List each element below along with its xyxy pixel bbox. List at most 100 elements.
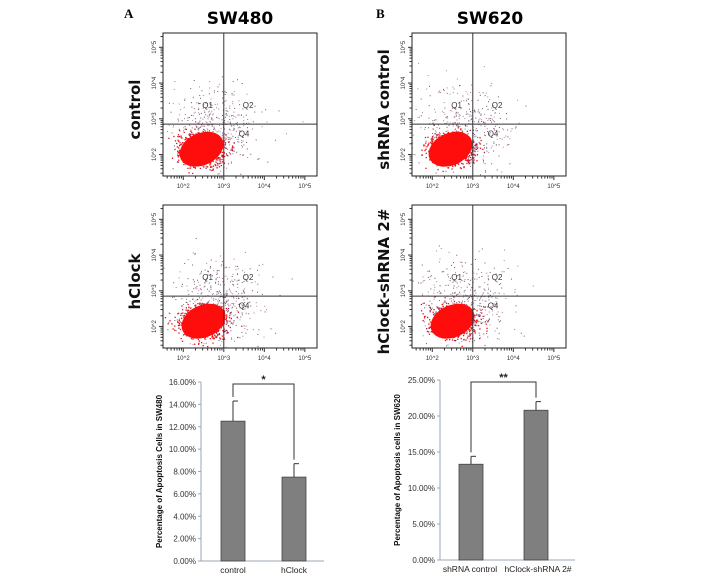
event-dot xyxy=(235,300,237,302)
event-dot xyxy=(474,154,476,156)
event-dot xyxy=(219,305,221,307)
event-dot xyxy=(184,99,186,101)
event-dot xyxy=(227,278,229,280)
event-dot xyxy=(187,167,189,170)
event-dot xyxy=(193,108,195,110)
event-dot xyxy=(185,313,188,315)
event-dot xyxy=(494,129,496,131)
event-dot xyxy=(476,153,479,156)
event-dot xyxy=(481,119,483,121)
event-dot xyxy=(238,141,240,143)
event-dot xyxy=(489,133,491,135)
event-dot xyxy=(211,335,214,338)
y-tick-label: 10^3 xyxy=(152,112,158,125)
event-dot xyxy=(431,143,433,145)
event-dot xyxy=(230,149,232,151)
event-dot xyxy=(203,286,205,288)
event-dot xyxy=(228,151,230,153)
event-dot xyxy=(467,113,469,115)
event-dot xyxy=(211,334,214,336)
event-dot xyxy=(421,154,423,156)
event-dot xyxy=(188,309,190,312)
event-dot xyxy=(479,334,481,336)
event-dot xyxy=(436,281,438,283)
event-dot xyxy=(463,100,465,102)
event-dot xyxy=(237,317,239,319)
event-dot xyxy=(201,271,203,273)
event-dot xyxy=(228,317,231,319)
event-dot xyxy=(211,118,213,120)
event-dot xyxy=(216,291,218,293)
event-dot xyxy=(192,96,194,98)
event-dot xyxy=(250,305,252,307)
event-dot xyxy=(227,307,230,310)
event-dot xyxy=(243,281,245,283)
event-dot xyxy=(228,288,230,290)
event-dot xyxy=(473,308,475,310)
event-dot xyxy=(178,312,180,314)
event-dot xyxy=(468,104,470,106)
event-dot xyxy=(228,115,230,117)
event-dot xyxy=(221,76,223,78)
event-dot xyxy=(440,292,442,294)
event-dot xyxy=(453,292,455,294)
event-dot xyxy=(434,133,436,135)
column-title-sw620: SW620 xyxy=(457,9,524,29)
event-dot xyxy=(532,285,534,287)
event-dot xyxy=(227,132,229,134)
event-dot xyxy=(477,313,479,315)
event-dot xyxy=(466,125,468,127)
event-dot xyxy=(243,125,245,127)
event-dot xyxy=(278,110,280,112)
event-dot xyxy=(242,289,244,291)
event-dot xyxy=(197,292,199,294)
event-dot xyxy=(431,137,433,139)
event-dot xyxy=(236,139,238,141)
event-dot xyxy=(497,319,499,321)
event-dot xyxy=(192,299,194,301)
event-dot xyxy=(190,88,192,90)
event-dot xyxy=(222,102,224,104)
event-dot xyxy=(242,270,244,272)
event-dot xyxy=(461,340,463,342)
event-dot xyxy=(451,131,453,133)
event-dot xyxy=(180,317,183,320)
event-dot xyxy=(197,338,200,341)
event-dot xyxy=(217,302,219,304)
y-tick-label: 10^5 xyxy=(152,40,158,53)
event-dot xyxy=(226,309,228,311)
event-dot xyxy=(203,343,205,345)
event-dot xyxy=(467,159,469,161)
event-dot xyxy=(188,293,190,295)
event-dot xyxy=(213,128,215,130)
event-dot xyxy=(193,288,195,290)
event-dot xyxy=(436,165,438,167)
event-dot xyxy=(243,292,245,294)
event-dot xyxy=(241,325,243,327)
event-dot xyxy=(439,127,441,129)
event-dot xyxy=(446,123,448,125)
event-dot xyxy=(493,141,495,143)
event-dot xyxy=(232,114,234,116)
event-dot xyxy=(209,164,211,166)
event-dot xyxy=(457,163,459,165)
event-dot xyxy=(222,338,224,340)
event-dot xyxy=(227,322,229,324)
event-dot xyxy=(493,303,495,305)
event-dot xyxy=(246,148,248,150)
event-dot xyxy=(464,157,466,160)
event-dot xyxy=(468,156,470,158)
event-dot xyxy=(224,128,226,130)
event-dot xyxy=(436,306,438,308)
event-dot xyxy=(261,293,263,295)
event-dot xyxy=(212,293,214,295)
event-dot xyxy=(222,277,224,279)
event-dot xyxy=(466,162,468,165)
event-dot xyxy=(438,290,440,292)
event-dot xyxy=(231,306,233,308)
event-dot xyxy=(474,111,476,113)
event-dot xyxy=(209,120,211,122)
event-dot xyxy=(421,264,423,266)
event-dot xyxy=(468,296,470,298)
event-dot xyxy=(469,289,471,291)
